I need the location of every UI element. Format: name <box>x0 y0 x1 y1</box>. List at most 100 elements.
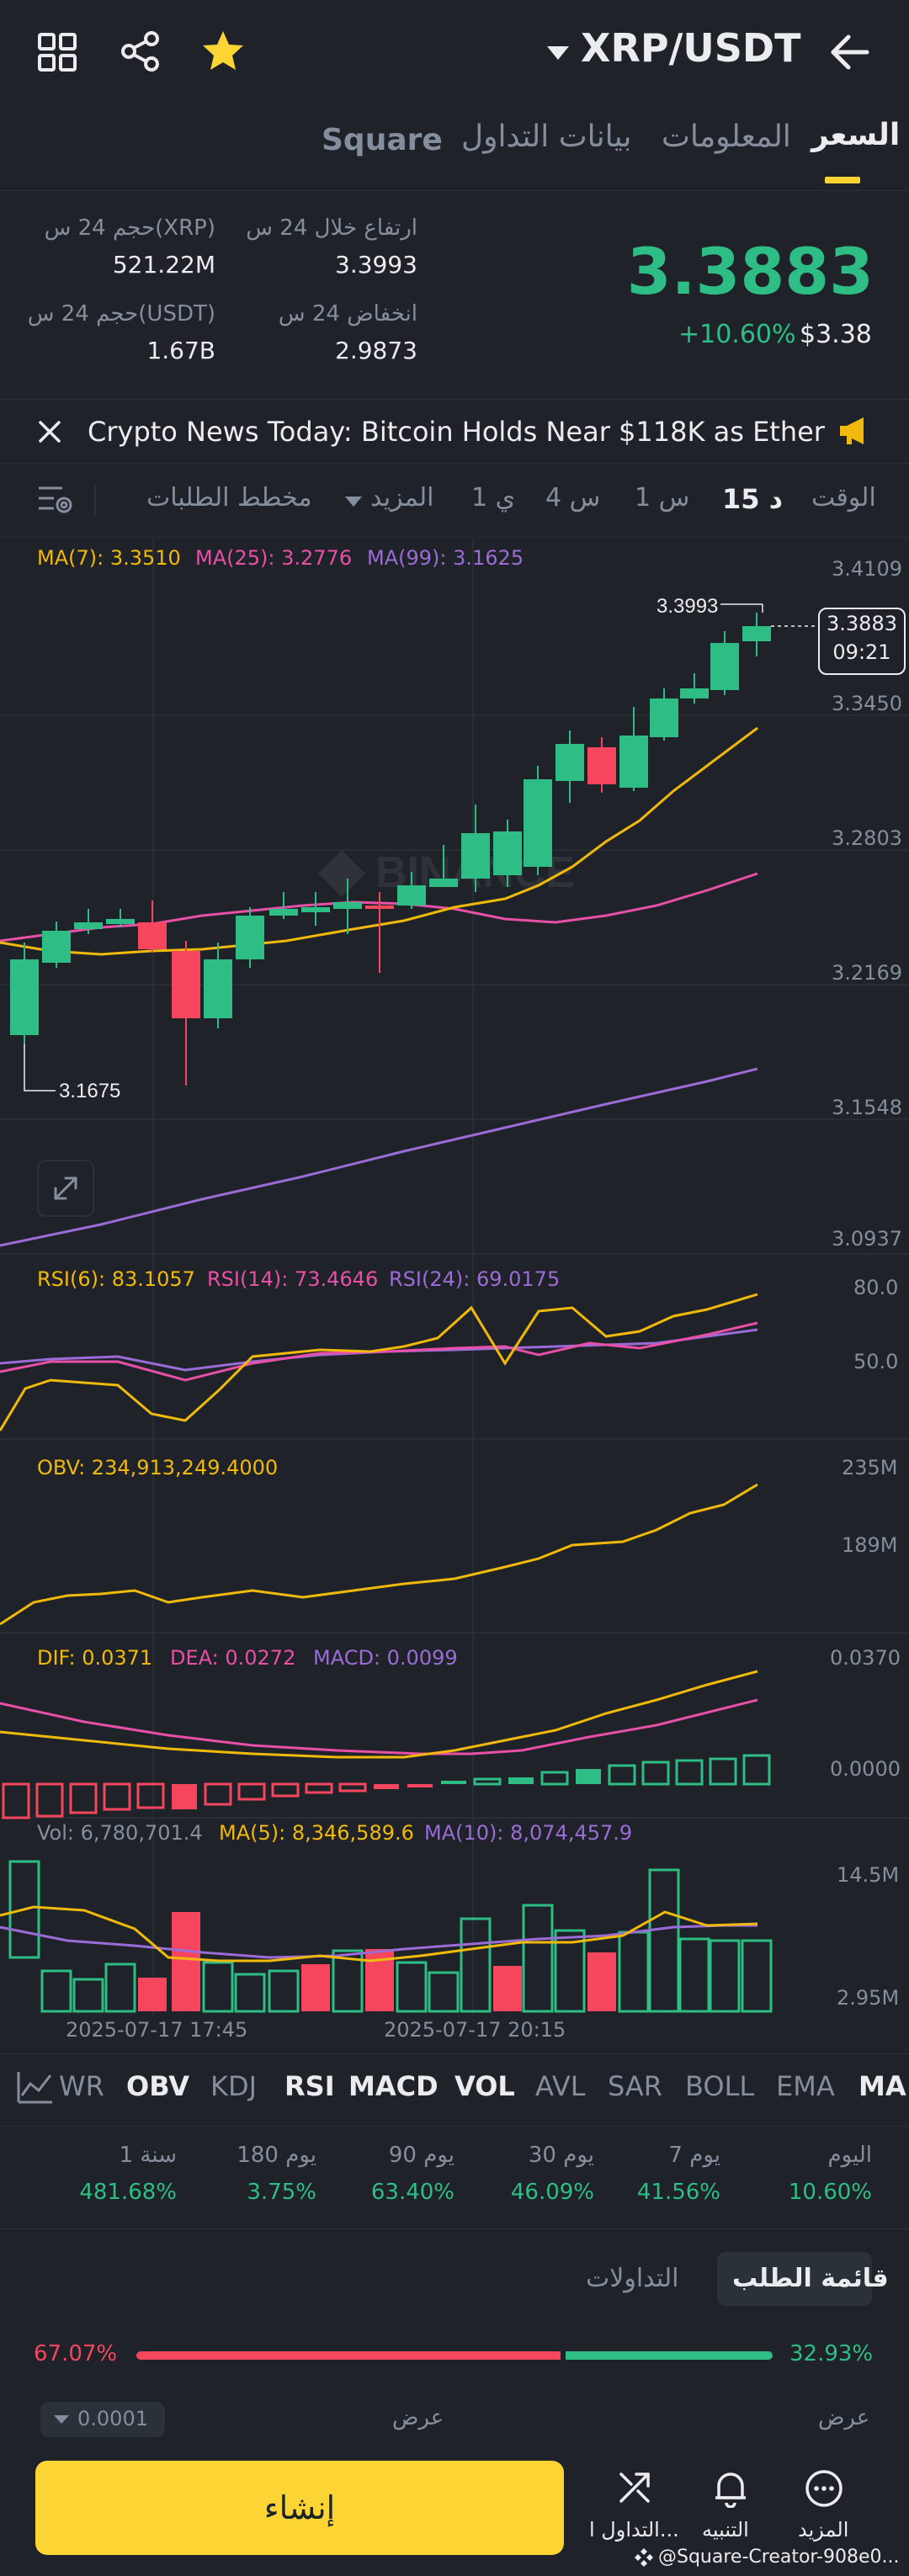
vol-legend: Vol: 6,780,701.4 <box>37 1821 203 1845</box>
rsi6-legend: RSI(6): 83.1057 <box>37 1267 195 1291</box>
high-value: 3.3993 <box>335 251 417 279</box>
indicator-tab-avl[interactable]: AVL <box>535 2070 586 2102</box>
share-icon[interactable] <box>120 30 162 72</box>
tab-info[interactable]: المعلومات <box>662 120 791 154</box>
perf-label-today: اليوم <box>827 2143 872 2168</box>
indicator-tab-rsi[interactable]: RSI <box>284 2070 335 2102</box>
usd-price: $3.38 <box>800 320 872 349</box>
obv-line <box>0 1483 758 1626</box>
separator-bar <box>94 485 96 517</box>
create-button[interactable]: إنشاء <box>35 2461 564 2555</box>
perf-value-90d: 63.40% <box>370 2180 454 2205</box>
ask-column-label: عرض <box>818 2405 870 2430</box>
trade-label[interactable]: التداول ا... <box>589 2518 679 2541</box>
current-price-value: 3.3883 <box>827 612 897 635</box>
perf-value-180d: 3.75% <box>247 2180 316 2205</box>
chart-draw-icon[interactable] <box>17 2070 54 2104</box>
more-dropdown-icon[interactable] <box>345 497 362 508</box>
indicator-tab-boll[interactable]: BOLL <box>685 2070 755 2102</box>
creator-credit: @Square-Creator-908e0... <box>658 2547 900 2568</box>
back-arrow-icon[interactable] <box>828 34 870 71</box>
trade-icon[interactable] <box>616 2469 653 2506</box>
indicator-tab-vol[interactable]: VOL <box>454 2070 515 2102</box>
axis-label: 3.3450 <box>832 692 902 715</box>
axis-label: 3.4109 <box>832 557 902 581</box>
depth-chart-tab[interactable]: مخطط الطلبات <box>146 483 312 513</box>
perf-label-180d: 180 يوم <box>237 2143 316 2168</box>
tab-order-book[interactable] <box>717 2252 872 2306</box>
alert-label[interactable]: التنبيه <box>702 2518 749 2541</box>
more-icon[interactable] <box>805 2469 843 2508</box>
time-axis-label: 2025-07-17 17:45 <box>66 2018 248 2042</box>
high-marker-label: 3.3993 <box>656 595 718 618</box>
axis-label: 3.2803 <box>832 826 902 850</box>
interval-1h[interactable]: 1 س <box>635 483 690 513</box>
precision-value: 0.0001 <box>77 2407 148 2430</box>
perf-label-90d: 90 يوم <box>388 2143 454 2168</box>
macd-axis-label: 0.0000 <box>830 1757 901 1781</box>
tab-trades[interactable]: التداولات <box>586 2264 679 2293</box>
chevron-down-icon <box>54 2415 69 2424</box>
perf-label-30d: 30 يوم <box>528 2143 594 2168</box>
macd-histogram <box>2 1754 771 1819</box>
high-label: ارتفاع خلال 24 س <box>246 215 417 241</box>
macd-legend: MACD: 0.0099 <box>313 1646 458 1670</box>
dif-legend: DIF: 0.0371 <box>37 1646 153 1670</box>
ratio-bar-buy <box>566 2351 773 2360</box>
macd-axis-label: 0.0370 <box>830 1646 901 1670</box>
sell-percent: 67.07% <box>34 2341 118 2366</box>
dea-legend: DEA: 0.0272 <box>170 1646 296 1670</box>
pair-title[interactable]: XRP/USDT <box>581 25 801 71</box>
create-button-label: إنشاء <box>263 2489 336 2526</box>
grid-icon[interactable] <box>37 32 77 72</box>
ma7-legend: MA(7): 3.3510 <box>37 546 181 570</box>
last-price: 3.3883 <box>626 234 874 309</box>
news-ticker-text[interactable]: Crypto News Today: Bitcoin Holds Near $1… <box>88 416 828 448</box>
perf-value-7d: 41.56% <box>636 2180 720 2205</box>
kline-chart[interactable]: BINANCE 3.3993 3.1675 <box>0 539 909 2070</box>
ma99-legend: MA(99): 3.1625 <box>367 546 524 570</box>
perf-label-7d: 7 يوم <box>668 2143 720 2168</box>
chart-settings-icon[interactable] <box>37 483 74 517</box>
low-marker-label: 3.1675 <box>59 1080 120 1102</box>
rsi-axis-label: 80.0 <box>853 1276 899 1299</box>
indicator-tab-ma[interactable]: MA <box>858 2070 906 2102</box>
interval-4h[interactable]: 4 س <box>545 483 601 513</box>
change-percent: +10.60% <box>678 320 796 349</box>
bell-icon[interactable] <box>712 2469 749 2508</box>
tab-order-book-label: قائمة الطلب <box>732 2264 889 2293</box>
indicator-tab-wr[interactable]: WR <box>59 2070 104 2102</box>
more-label[interactable]: المزيد <box>798 2518 849 2541</box>
obv-axis-label: 189M <box>842 1533 898 1557</box>
interval-1d[interactable]: 1 ي <box>471 483 516 513</box>
interval-15m[interactable]: 15 د <box>722 483 784 515</box>
indicator-tab-obv[interactable]: OBV <box>126 2070 190 2102</box>
precision-select[interactable]: 0.0001 <box>40 2402 165 2437</box>
ma25-legend: MA(25): 3.2776 <box>195 546 353 570</box>
ma99-line <box>0 1067 758 1247</box>
vol-axis-label: 2.95M <box>837 1986 900 2010</box>
expand-icon[interactable] <box>37 1160 94 1217</box>
indicator-tab-macd[interactable]: MACD <box>348 2070 439 2102</box>
candles <box>10 613 771 1086</box>
indicator-tab-ema[interactable]: EMA <box>776 2070 835 2102</box>
buy-percent: 32.93% <box>789 2341 874 2366</box>
time-label[interactable]: الوقت <box>811 483 876 513</box>
vol-ma10-legend: MA(10): 8,074,457.9 <box>424 1821 633 1845</box>
more-intervals[interactable]: المزيد <box>370 483 434 513</box>
tab-price[interactable]: السعر <box>811 118 901 152</box>
low-value: 2.9873 <box>335 337 417 364</box>
dropdown-triangle-icon[interactable] <box>547 46 569 61</box>
tab-trading-data[interactable]: بيانات التداول <box>461 120 632 154</box>
close-icon[interactable] <box>37 419 62 444</box>
axis-label: 3.0937 <box>832 1227 902 1251</box>
favorite-star-icon[interactable] <box>200 29 246 74</box>
vol-usdt-label: حجم 24 س(USDT) <box>27 301 215 327</box>
indicator-tab-kdj[interactable]: KDJ <box>210 2070 258 2102</box>
time-axis-label: 2025-07-17 20:15 <box>384 2018 566 2042</box>
ratio-bar <box>136 2351 773 2360</box>
indicator-tab-sar[interactable]: SAR <box>608 2070 663 2102</box>
volume-bars <box>8 1860 773 2013</box>
megaphone-icon <box>837 416 870 446</box>
tab-square[interactable]: Square <box>322 123 443 157</box>
